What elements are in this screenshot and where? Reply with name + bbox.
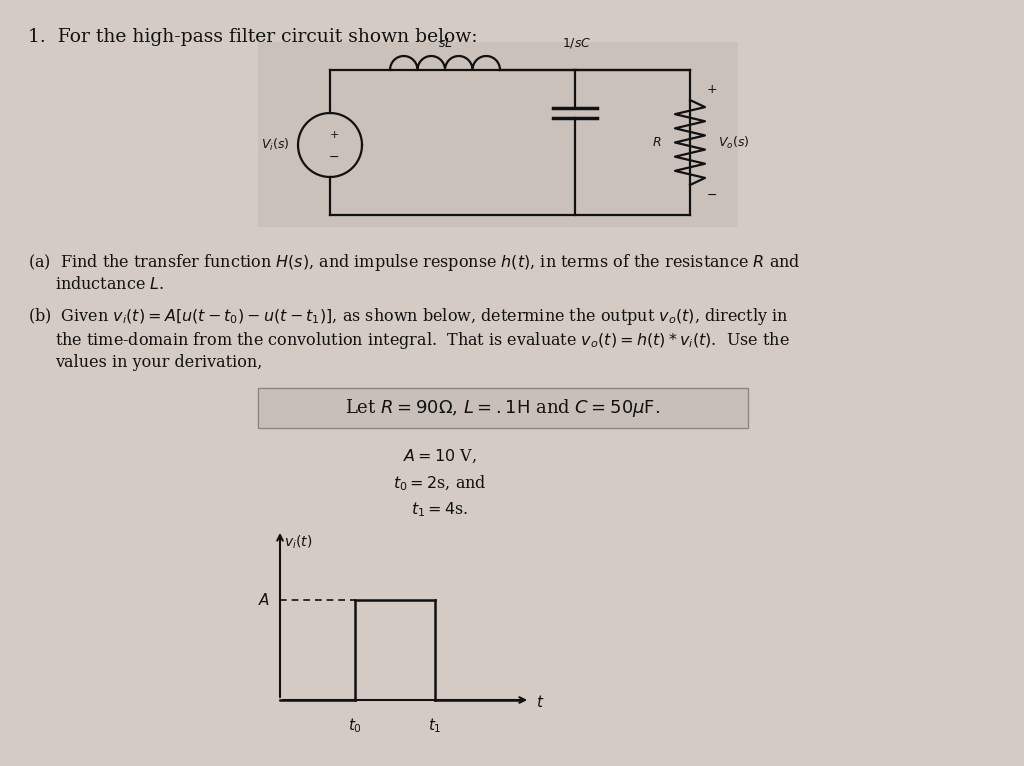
Text: values in your derivation,: values in your derivation, [55,354,262,371]
Text: $A$: $A$ [258,592,270,608]
Text: −: − [329,150,339,163]
Text: the time-domain from the convolution integral.  That is evaluate $v_o(t) = h(t) : the time-domain from the convolution int… [55,330,790,351]
Text: −: − [707,189,717,202]
Text: Let $R = 90\Omega$, $L = .1\mathrm{H}$ and $C = 50\mu\mathrm{F}$.: Let $R = 90\Omega$, $L = .1\mathrm{H}$ a… [345,397,660,419]
Bar [258,42,738,227]
Text: $v_i(t)$: $v_i(t)$ [284,534,312,552]
Text: (a)  Find the transfer function $H(s)$, and impulse response $h(t)$, in terms of: (a) Find the transfer function $H(s)$, a… [28,252,801,273]
Text: $t$: $t$ [536,694,545,710]
Bar [258,388,748,428]
Text: $R$: $R$ [652,136,662,149]
Text: $A = 10$ V,: $A = 10$ V, [403,448,477,465]
Text: (b)  Given $v_i(t) = A[u(t - t_0) - u(t - t_1)]$, as shown below, determine the : (b) Given $v_i(t) = A[u(t - t_0) - u(t -… [28,306,788,327]
Text: inductance $L$.: inductance $L$. [55,276,164,293]
Text: 1.  For the high-pass filter circuit shown below:: 1. For the high-pass filter circuit show… [28,28,477,46]
Text: $V_o(s)$: $V_o(s)$ [718,135,750,151]
Text: $1/sC$: $1/sC$ [562,36,592,50]
Text: $t_1 = 4$s.: $t_1 = 4$s. [412,500,469,519]
Text: $sL$: $sL$ [437,37,453,50]
Text: $t_0$: $t_0$ [348,716,362,735]
Text: +: + [707,83,718,96]
Text: +: + [330,130,339,140]
Text: $t_0 = 2$s, and: $t_0 = 2$s, and [393,474,486,493]
Text: $V_i(s)$: $V_i(s)$ [261,137,290,153]
Text: $t_1$: $t_1$ [428,716,441,735]
